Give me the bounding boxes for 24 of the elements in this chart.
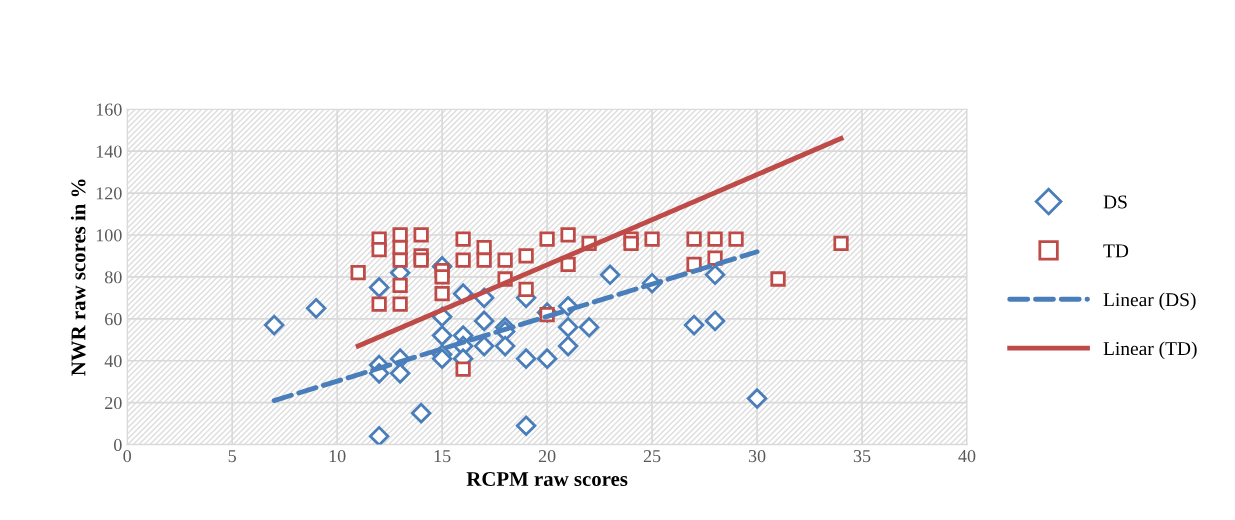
x-tick-label: 30 (748, 449, 766, 463)
x-tick-label: 5 (228, 450, 236, 463)
y-tick-label: 80 (104, 271, 122, 284)
y-tick-label: 140 (96, 145, 122, 158)
y-tick-label: 60 (105, 313, 122, 326)
x-axis-title: RCPM raw scores (466, 472, 628, 487)
y-tick-label: 160 (96, 103, 122, 116)
y-tick-label: 0 (114, 438, 122, 452)
legend-label: TD (1103, 244, 1129, 258)
x-tick-label: 40 (958, 449, 976, 463)
legend-label: Linear (TD) (1103, 341, 1197, 360)
y-axis-title: NWR raw scores in % (70, 179, 86, 376)
x-tick-label: 35 (853, 450, 871, 463)
y-tick-label: 40 (104, 355, 122, 368)
y-tick-label: 120 (96, 187, 122, 200)
legend-label: Linear (DS) (1103, 292, 1196, 311)
x-tick-label: 10 (329, 449, 346, 463)
x-tick-label: 20 (538, 449, 556, 463)
x-tick-label: 25 (643, 450, 661, 463)
y-tick-label: 20 (105, 396, 122, 410)
y-tick-label: 100 (96, 229, 122, 242)
legend-label: DS (1103, 195, 1127, 209)
x-tick-label: 15 (434, 450, 451, 463)
x-tick-label: 0 (123, 449, 132, 463)
